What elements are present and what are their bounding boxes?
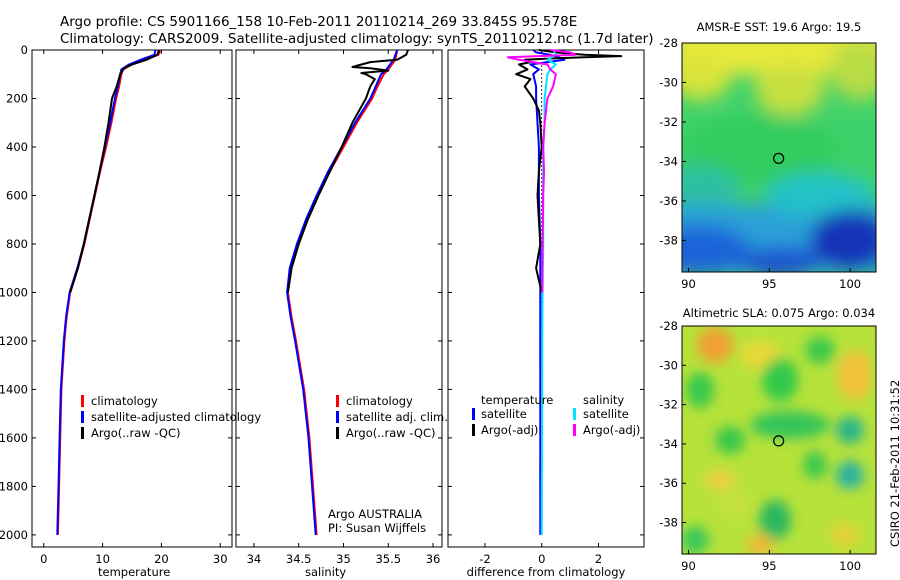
- header-line-2: Climatology: CARS2009. Satellite-adjuste…: [60, 31, 654, 47]
- sst_map-ytick-label: -32: [659, 115, 678, 129]
- difference-series-salinity-argo-adj-: [506, 49, 577, 293]
- sla_map-xtick-label: 95: [762, 559, 777, 573]
- temperature-xlabel: temperature: [98, 565, 170, 579]
- sla_map-title: Altimetric SLA: 0.075 Argo: 0.034: [683, 306, 875, 320]
- sst_map-frame: [681, 42, 877, 273]
- sla_map-ytick-label: -28: [659, 319, 678, 333]
- temperature-series-satellite: [56, 49, 157, 535]
- sst_map-argo-marker: [773, 152, 785, 164]
- sla_map-ytick-label: -36: [659, 476, 678, 490]
- difference-xtick-label: 2: [595, 552, 602, 566]
- depth-tick-label: 400: [6, 140, 28, 154]
- salinity-xlabel: salinity: [305, 565, 346, 579]
- depth-tick-label: 1800: [0, 479, 28, 493]
- salinity-series-argo: [286, 49, 409, 293]
- temperature-xtick-label: 10: [95, 552, 110, 566]
- sst_map-ytick-label: -34: [659, 154, 678, 168]
- panel-sla_map: Altimetric SLA: 0.075 Argo: 0.034 90 95 100…: [659, 306, 877, 573]
- temperature-axes-frame: [31, 49, 233, 548]
- salinity-xtick-label: 35: [336, 552, 351, 566]
- depth-tick-label: 1200: [0, 334, 28, 348]
- sla_map-xtick-label: 90: [681, 559, 696, 573]
- temperature-xtick-label: 20: [154, 552, 169, 566]
- depth-tick-label: 1600: [0, 431, 28, 445]
- depth-tick-label: 0: [21, 43, 28, 57]
- difference-series-temperature-satellite: [529, 49, 566, 535]
- sst_map-xtick-label: 95: [762, 277, 777, 291]
- temperature-legend-swatch: [81, 411, 84, 423]
- sst_map-ytick-label: -36: [659, 194, 678, 208]
- salinity-xtick-label: 34.5: [286, 552, 312, 566]
- difference-xlabel: difference from climatology: [467, 565, 626, 579]
- panel-temperature: 0 10 20 30 0 200 400 600 800 1000 1200 1400 1600 1800…: [0, 43, 261, 579]
- temperature-legend-swatch: [81, 395, 84, 407]
- diff-legend-swatch: [472, 424, 475, 436]
- sla_map-xtick-label: 100: [839, 559, 861, 573]
- depth-tick-label: 1400: [0, 382, 28, 396]
- sla_map-ytick-label: -34: [659, 437, 678, 451]
- argo-annotation: Argo AUSTRALIA: [328, 507, 422, 521]
- salinity-legend-entry: satellite adj. clim.: [346, 410, 448, 424]
- depth-tick-label: 800: [6, 237, 28, 251]
- temperature-xtick-label: 0: [40, 552, 47, 566]
- salinity-axes-frame: [235, 49, 443, 548]
- salinity-legend-swatch: [336, 395, 339, 407]
- temperature-legend-swatch: [81, 427, 84, 439]
- sla-field: [682, 326, 876, 554]
- sst_map-ytick-label: -38: [659, 233, 678, 247]
- sla_map-ytick-label: -38: [659, 516, 678, 530]
- sla_map-frame: [681, 325, 877, 555]
- difference-xtick-label: 0: [538, 552, 545, 566]
- salinity-series-satellite: [286, 49, 399, 535]
- temperature-legend-entry: Argo(..raw -QC): [91, 426, 181, 440]
- sst_map-title: AMSR-E SST: 19.6 Argo: 19.5: [697, 20, 862, 34]
- salinity-xtick-label: 35.5: [375, 552, 401, 566]
- sla_map-argo-marker: [773, 435, 785, 447]
- sst_map-ytick-label: -28: [659, 36, 678, 50]
- diff-legend-swatch: [573, 424, 576, 436]
- pi-annotation: PI: Susan Wijffels: [328, 521, 426, 535]
- difference-series-temperature-argo-adj-: [515, 49, 623, 293]
- sst_map-ytick-label: -30: [659, 75, 678, 89]
- temperature-legend-entry: satellite-adjusted climatology: [91, 410, 261, 424]
- salinity-series-climatology: [286, 49, 399, 535]
- salinity-legend-entry: Argo(..raw -QC): [346, 426, 436, 440]
- depth-tick-label: 200: [6, 91, 28, 105]
- diff-legend-salinity-title: salinity: [583, 393, 624, 407]
- salinity-legend-swatch: [336, 427, 339, 439]
- sla_map-ytick-label: -30: [659, 358, 678, 372]
- depth-tick-label: 2000: [0, 528, 28, 542]
- sla_map-ytick-label: -32: [659, 398, 678, 412]
- temperature-xtick-label: 30: [213, 552, 228, 566]
- difference-axes-frame: [447, 49, 645, 548]
- diff-legend-temperature-item: satellite: [481, 407, 527, 421]
- diff-legend-temperature-item: Argo(-adj): [481, 423, 538, 437]
- figure-header: Argo profile: CS 5901166_158 10-Feb-2011…: [60, 14, 653, 48]
- salinity-xtick-label: 36: [426, 552, 441, 566]
- sst_map-xtick-label: 90: [681, 277, 696, 291]
- footer-stamp: CSIRO 21-Feb-2011 10:31:52: [888, 379, 900, 547]
- depth-tick-label: 1000: [0, 285, 28, 299]
- diff-legend-salinity-item: satellite: [583, 407, 629, 421]
- difference-xtick-label: -2: [479, 552, 490, 566]
- diff-legend-swatch: [472, 408, 475, 420]
- depth-tick-label: 600: [6, 188, 28, 202]
- sst-field: [682, 43, 876, 272]
- salinity-legend-swatch: [336, 411, 339, 423]
- salinity-legend-entry: climatology: [346, 394, 413, 408]
- sst_map-xtick-label: 100: [839, 277, 861, 291]
- panel-sst_map: AMSR-E SST: 19.6 Argo: 19.5 90 95 100 -28 -30…: [659, 20, 877, 291]
- panel-salinity: 34 34.5 35 35.5 36 salinity climatology satelli…: [235, 49, 448, 579]
- diff-legend-swatch: [573, 408, 576, 420]
- salinity-xtick-label: 34: [247, 552, 262, 566]
- diff-legend-salinity-item: Argo(-adj): [583, 423, 640, 437]
- diff-legend-temperature-title: temperature: [481, 393, 553, 407]
- header-line-1: Argo profile: CS 5901166_158 10-Feb-2011…: [60, 14, 578, 30]
- temperature-legend-entry: climatology: [91, 394, 158, 408]
- temperature-series-argo: [69, 49, 161, 293]
